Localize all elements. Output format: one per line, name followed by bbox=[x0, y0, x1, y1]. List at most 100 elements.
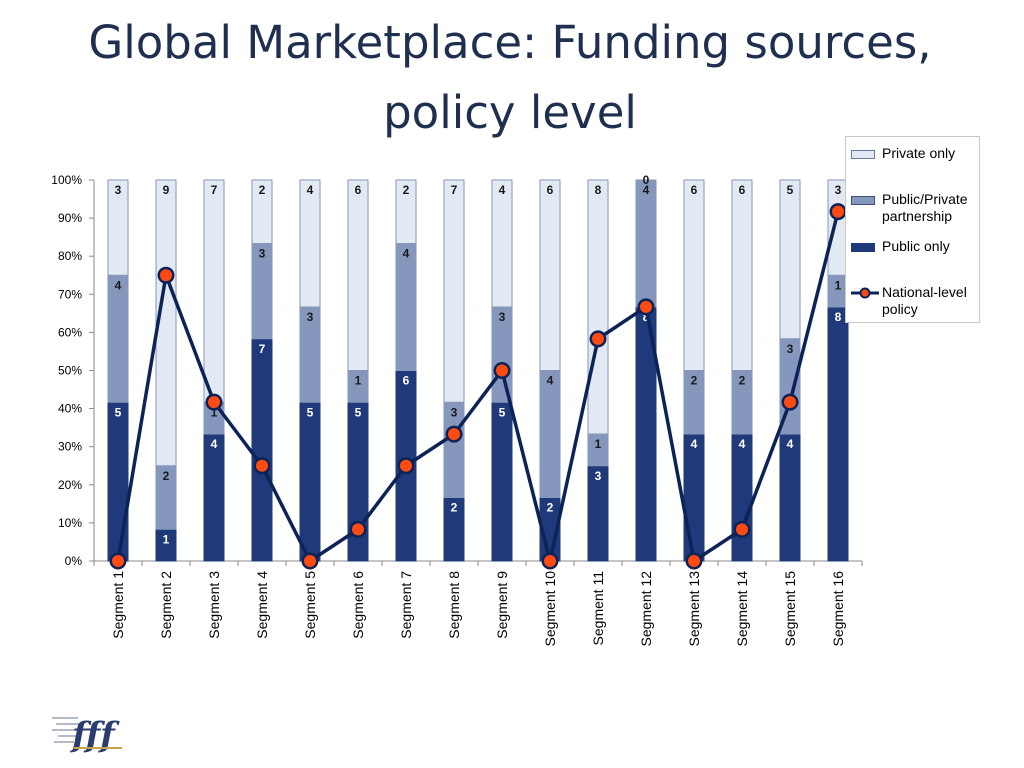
policy-point bbox=[736, 523, 748, 536]
x-category-label: Segment 9 bbox=[494, 571, 510, 639]
chart-legend: Private only Public/Private partnership … bbox=[845, 136, 980, 323]
x-category-label: Segment 3 bbox=[206, 571, 222, 639]
x-category-label: Segment 13 bbox=[686, 571, 702, 647]
policy-line-series bbox=[109, 203, 847, 570]
page-title: Global Marketplace: Funding sources, pol… bbox=[88, 16, 932, 139]
data-label-public: 4 bbox=[787, 437, 794, 451]
data-label-private: 4 bbox=[499, 183, 506, 197]
bar-segment-private bbox=[491, 179, 513, 308]
legend-label-public: Public only bbox=[882, 238, 950, 254]
bar-segment-private bbox=[395, 179, 417, 244]
legend-label-policy-line: National-level policy bbox=[882, 284, 967, 317]
legend-swatch-public bbox=[851, 243, 875, 252]
legend-label-public-private: Public/Private partnership bbox=[882, 191, 968, 224]
data-label-public: 6 bbox=[403, 374, 410, 388]
x-category-label: Segment 8 bbox=[446, 571, 462, 639]
policy-point bbox=[208, 396, 220, 409]
legend-label-private: Private only bbox=[882, 145, 956, 161]
data-label-private: 7 bbox=[451, 183, 458, 197]
x-category-label: Segment 10 bbox=[542, 571, 558, 647]
x-category-label: Segment 7 bbox=[398, 571, 414, 639]
x-category-label: Segment 15 bbox=[782, 571, 798, 647]
data-label-public-private: 3 bbox=[259, 247, 266, 261]
data-label-public: 5 bbox=[499, 405, 506, 419]
policy-point bbox=[400, 459, 412, 472]
policy-point bbox=[688, 555, 700, 567]
bar-segment-private bbox=[347, 179, 369, 371]
bar-segment-public bbox=[107, 401, 129, 562]
policy-point bbox=[352, 523, 364, 536]
data-label-private: 4 bbox=[307, 183, 314, 197]
data-label-public-private: 4 bbox=[643, 183, 650, 197]
bar-segment-private bbox=[443, 179, 465, 403]
bars bbox=[107, 179, 849, 562]
data-label-public: 8 bbox=[835, 310, 842, 324]
bar-segment-private bbox=[203, 179, 225, 403]
policy-point bbox=[160, 269, 172, 282]
bar-segment-public bbox=[779, 433, 801, 562]
x-category-label: Segment 14 bbox=[734, 571, 750, 647]
bar-segment-public bbox=[827, 306, 849, 562]
data-label-public-private: 3 bbox=[499, 310, 506, 324]
data-label-public: 5 bbox=[355, 405, 362, 419]
bar-segment-private bbox=[731, 179, 753, 371]
data-label-private: 3 bbox=[835, 183, 842, 197]
policy-point bbox=[832, 205, 844, 218]
legend-line-marker-icon bbox=[851, 287, 879, 299]
policy-point bbox=[784, 396, 796, 409]
bar-segment-public bbox=[683, 433, 705, 562]
policy-point bbox=[496, 364, 508, 377]
data-label-public-private: 4 bbox=[115, 278, 122, 292]
bar-segment-public-private bbox=[635, 179, 657, 308]
fff-logo-icon: fff bbox=[52, 715, 122, 755]
y-tick-label: 40% bbox=[58, 402, 82, 416]
data-label-public-private: 1 bbox=[355, 374, 362, 388]
policy-point bbox=[592, 332, 604, 345]
bar-segment-private bbox=[155, 179, 177, 467]
data-label-public-private: 1 bbox=[595, 437, 602, 451]
data-label-public-private: 3 bbox=[307, 310, 314, 324]
bar-segment-public bbox=[203, 433, 225, 562]
data-label-public-private: 4 bbox=[403, 247, 410, 261]
bar-segment-public bbox=[251, 338, 273, 562]
bar-segment-public-private bbox=[107, 274, 129, 403]
bar-segment-public-private bbox=[395, 243, 417, 371]
x-category-label: Segment 5 bbox=[302, 571, 318, 639]
data-label-private: 3 bbox=[115, 183, 122, 197]
legend-swatch-private bbox=[851, 150, 875, 159]
data-label-public-private: 4 bbox=[547, 374, 554, 388]
legend-swatch-public-private bbox=[851, 196, 875, 205]
data-label-public-private: 1 bbox=[835, 278, 842, 292]
policy-point bbox=[640, 300, 652, 313]
data-label-public-private: 3 bbox=[451, 405, 458, 419]
y-tick-label: 20% bbox=[58, 478, 82, 492]
bar-segment-public bbox=[731, 433, 753, 562]
x-category-label: Segment 1 bbox=[110, 571, 126, 639]
bar-segment-private bbox=[779, 179, 801, 340]
bar-segment-private bbox=[539, 179, 561, 371]
data-label-public: 4 bbox=[211, 437, 218, 451]
x-category-label: Segment 4 bbox=[254, 571, 270, 639]
bar-segment-private bbox=[107, 179, 129, 276]
data-label-private: 6 bbox=[739, 183, 746, 197]
y-tick-label: 0% bbox=[65, 554, 83, 568]
data-label-private: 2 bbox=[403, 183, 410, 197]
data-label-public: 4 bbox=[691, 437, 698, 451]
policy-point bbox=[544, 555, 556, 567]
policy-point bbox=[304, 555, 316, 567]
data-label-public-private: 1 bbox=[211, 405, 218, 419]
data-label-public: 3 bbox=[595, 469, 602, 483]
y-tick-label: 70% bbox=[58, 287, 82, 301]
y-tick-label: 60% bbox=[58, 325, 82, 339]
policy-point bbox=[448, 428, 460, 441]
data-label-public: 7 bbox=[259, 342, 266, 356]
data-label-public: 5 bbox=[307, 405, 314, 419]
policy-point bbox=[112, 555, 124, 567]
data-label-public-private: 3 bbox=[787, 342, 794, 356]
data-label-private: 7 bbox=[211, 183, 218, 197]
y-tick-label: 10% bbox=[58, 516, 82, 530]
x-category-label: Segment 2 bbox=[158, 571, 174, 639]
data-label-private: 9 bbox=[163, 183, 170, 197]
